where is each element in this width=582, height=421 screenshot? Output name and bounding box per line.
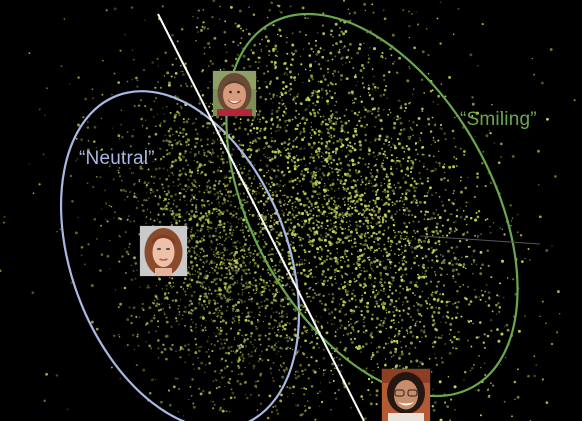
neutral-cluster-ellipse xyxy=(59,90,301,421)
neutral-woman-face-image xyxy=(140,226,187,276)
neutral-label: “Neutral” xyxy=(79,148,155,169)
smiling-label: “Smiling” xyxy=(460,109,537,130)
faint-direction-line xyxy=(419,235,541,245)
smiling-cluster-ellipse xyxy=(225,12,519,398)
decision-boundary-line xyxy=(157,13,365,421)
smiling-woman-face-image xyxy=(213,71,256,116)
smiling-man-face-image xyxy=(382,369,430,421)
